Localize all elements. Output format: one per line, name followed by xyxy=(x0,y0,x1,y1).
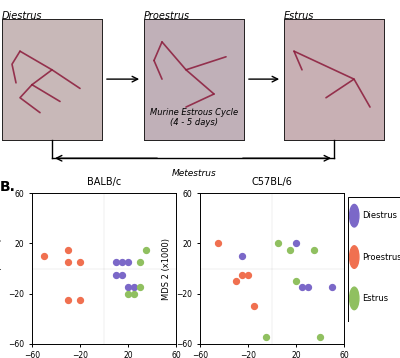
Circle shape xyxy=(350,204,359,227)
Point xyxy=(239,253,245,259)
Point xyxy=(131,291,137,296)
Point xyxy=(239,272,245,278)
FancyBboxPatch shape xyxy=(284,19,384,140)
Point xyxy=(137,259,143,265)
Point xyxy=(293,241,299,246)
Point xyxy=(65,247,71,253)
Text: B.: B. xyxy=(0,180,16,194)
Point xyxy=(245,272,251,278)
Point xyxy=(233,278,239,284)
Bar xyxy=(2,19,102,140)
Text: Proestrus: Proestrus xyxy=(144,11,190,21)
Point xyxy=(293,278,299,284)
Bar xyxy=(284,19,384,140)
Title: C57BL/6: C57BL/6 xyxy=(252,177,292,187)
Text: Proestrus: Proestrus xyxy=(362,252,400,262)
Point xyxy=(113,272,119,278)
Point xyxy=(125,284,131,290)
Point xyxy=(41,253,47,259)
Point xyxy=(287,247,293,253)
Bar xyxy=(144,19,244,140)
Point xyxy=(65,259,71,265)
Point xyxy=(329,284,335,290)
Title: BALB/c: BALB/c xyxy=(87,177,121,187)
Circle shape xyxy=(350,246,359,268)
Text: Metestrus: Metestrus xyxy=(172,169,216,178)
Point xyxy=(119,272,125,278)
Point xyxy=(77,259,83,265)
Point xyxy=(125,259,131,265)
Point xyxy=(251,303,257,309)
Text: Diestrus: Diestrus xyxy=(2,11,42,21)
Point xyxy=(311,247,317,253)
Point xyxy=(131,284,137,290)
Point xyxy=(77,297,83,303)
Point xyxy=(299,284,305,290)
Text: Estrus: Estrus xyxy=(362,294,389,303)
Point xyxy=(275,241,281,246)
Point xyxy=(65,297,71,303)
Point xyxy=(263,334,269,340)
FancyBboxPatch shape xyxy=(2,19,102,140)
Text: Murine Estrous Cycle
(4 - 5 days): Murine Estrous Cycle (4 - 5 days) xyxy=(150,108,238,127)
Point xyxy=(125,291,131,296)
Text: Estrus: Estrus xyxy=(284,11,314,21)
Text: Diestrus: Diestrus xyxy=(362,211,398,220)
Point xyxy=(143,247,149,253)
FancyBboxPatch shape xyxy=(144,19,244,140)
Y-axis label: MDS 2 (x1000): MDS 2 (x1000) xyxy=(0,237,3,300)
Y-axis label: MDS 2 (x1000): MDS 2 (x1000) xyxy=(162,237,171,300)
Point xyxy=(317,334,323,340)
Circle shape xyxy=(350,287,359,310)
Point xyxy=(113,259,119,265)
Point xyxy=(119,259,125,265)
Point xyxy=(305,284,311,290)
Point xyxy=(215,241,221,246)
Point xyxy=(137,284,143,290)
